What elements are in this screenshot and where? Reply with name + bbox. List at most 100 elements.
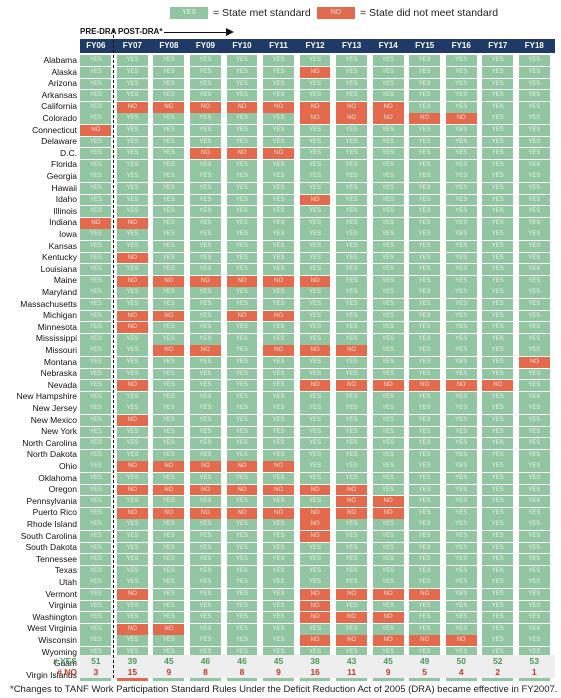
table-cell: YES <box>263 391 294 403</box>
table-cell: YES <box>409 496 441 507</box>
table-cell: YES <box>190 206 221 217</box>
table-cell: YES <box>226 565 258 577</box>
table-cell: YES <box>482 507 514 519</box>
table-cell: YES <box>263 217 294 229</box>
table-cell: YES <box>482 357 514 368</box>
state-label: Indiana <box>49 217 77 228</box>
table-cell: YES <box>336 229 368 241</box>
summary-no-count: 1 <box>531 667 537 677</box>
table-cell: YES <box>190 647 221 658</box>
table-cell: YES <box>372 554 404 565</box>
table-cell: YES <box>80 368 112 380</box>
table-cell: YES <box>190 473 221 484</box>
state-label: Vermont <box>45 588 77 599</box>
table-cell: YES <box>263 252 294 264</box>
table-cell: YES <box>518 438 550 449</box>
table-cell: YES <box>263 183 294 194</box>
table-cell: NO <box>80 125 112 136</box>
table-cell: NO <box>299 635 331 647</box>
table-cell: YES <box>190 310 221 322</box>
table-cell: NO <box>263 461 294 473</box>
table-cell: YES <box>482 531 514 542</box>
table-cell: NO <box>190 345 221 357</box>
table-cell: YES <box>80 78 112 90</box>
table-cell: YES <box>482 647 514 658</box>
table-cell: YES <box>153 554 185 565</box>
table-cell: YES <box>116 612 148 623</box>
table-cell: YES <box>226 171 258 183</box>
table-cell: YES <box>409 600 441 612</box>
table-cell: YES <box>116 600 148 612</box>
table-cell: NO <box>116 380 148 391</box>
table-cell: YES <box>482 229 514 241</box>
table-cell: YES <box>116 287 148 299</box>
table-cell: YES <box>153 565 185 577</box>
table-cell: YES <box>226 241 258 252</box>
table-cell: YES <box>263 113 294 125</box>
table-cell: YES <box>116 647 148 658</box>
table-cell: NO <box>336 612 368 623</box>
table-cell: YES <box>409 229 441 241</box>
table-cell: YES <box>153 264 185 275</box>
state-label: Nebraska <box>40 368 77 379</box>
table-cell: YES <box>226 577 258 589</box>
table-cell: YES <box>336 449 368 461</box>
table-cell: NO <box>190 275 221 287</box>
table-cell: YES <box>153 125 185 136</box>
table-cell: YES <box>226 519 258 531</box>
summary-no-count: 2 <box>495 667 501 677</box>
table-cell: YES <box>226 473 258 484</box>
summary-yes-count: 43 <box>346 655 357 666</box>
table-cell: YES <box>190 322 221 333</box>
table-cell: NO <box>299 101 331 113</box>
table-cell: YES <box>190 136 221 148</box>
table-cell: YES <box>518 484 550 496</box>
table-cell: NO <box>445 635 477 647</box>
summary-yes-count: 46 <box>237 655 247 666</box>
table-cell: YES <box>190 183 221 194</box>
table-cell: YES <box>263 496 294 507</box>
table-cell: YES <box>445 148 477 159</box>
era-labels: PRE-DRA POST-DRA* <box>80 26 380 38</box>
table-cell: YES <box>153 612 185 623</box>
table-cell: YES <box>372 78 404 90</box>
table-cell: YES <box>445 426 477 438</box>
table-cell: YES <box>445 531 477 542</box>
table-cell: YES <box>116 345 148 357</box>
table-cell: YES <box>336 194 368 206</box>
table-cell: YES <box>263 473 294 484</box>
table-cell: YES <box>372 426 404 438</box>
table-cell: YES <box>80 542 112 554</box>
table-cell: NO <box>116 322 148 333</box>
table-cell: YES <box>445 125 477 136</box>
table-cell: YES <box>518 206 550 217</box>
table-cell: YES <box>372 310 404 322</box>
table-cell: YES <box>80 171 112 183</box>
table-cell: YES <box>482 577 514 589</box>
table-cell: YES <box>153 136 185 148</box>
table-cell: YES <box>299 357 331 368</box>
table-cell: YES <box>263 577 294 589</box>
state-label: Washington <box>32 611 77 622</box>
table-cell: YES <box>116 531 148 542</box>
table-cell: YES <box>263 194 294 206</box>
table-cell: YES <box>153 194 185 206</box>
table-cell: YES <box>190 415 221 426</box>
table-cell: YES <box>263 426 294 438</box>
table-cell: YES <box>80 519 112 531</box>
table-cell: YES <box>372 206 404 217</box>
table-cell: YES <box>80 90 112 101</box>
table-cell: YES <box>409 194 441 206</box>
table-cell: YES <box>336 623 368 635</box>
summary-no-count: 3 <box>93 667 99 677</box>
table-cell: YES <box>445 299 477 310</box>
table-cell: YES <box>409 403 441 415</box>
table-cell: YES <box>190 600 221 612</box>
table-cell: YES <box>263 171 294 183</box>
table-cell: YES <box>518 531 550 542</box>
table-cell: YES <box>518 275 550 287</box>
table-cell: YES <box>445 345 477 357</box>
table-cell: YES <box>190 403 221 415</box>
table-cell: YES <box>372 194 404 206</box>
table-cell: NO <box>226 310 258 322</box>
